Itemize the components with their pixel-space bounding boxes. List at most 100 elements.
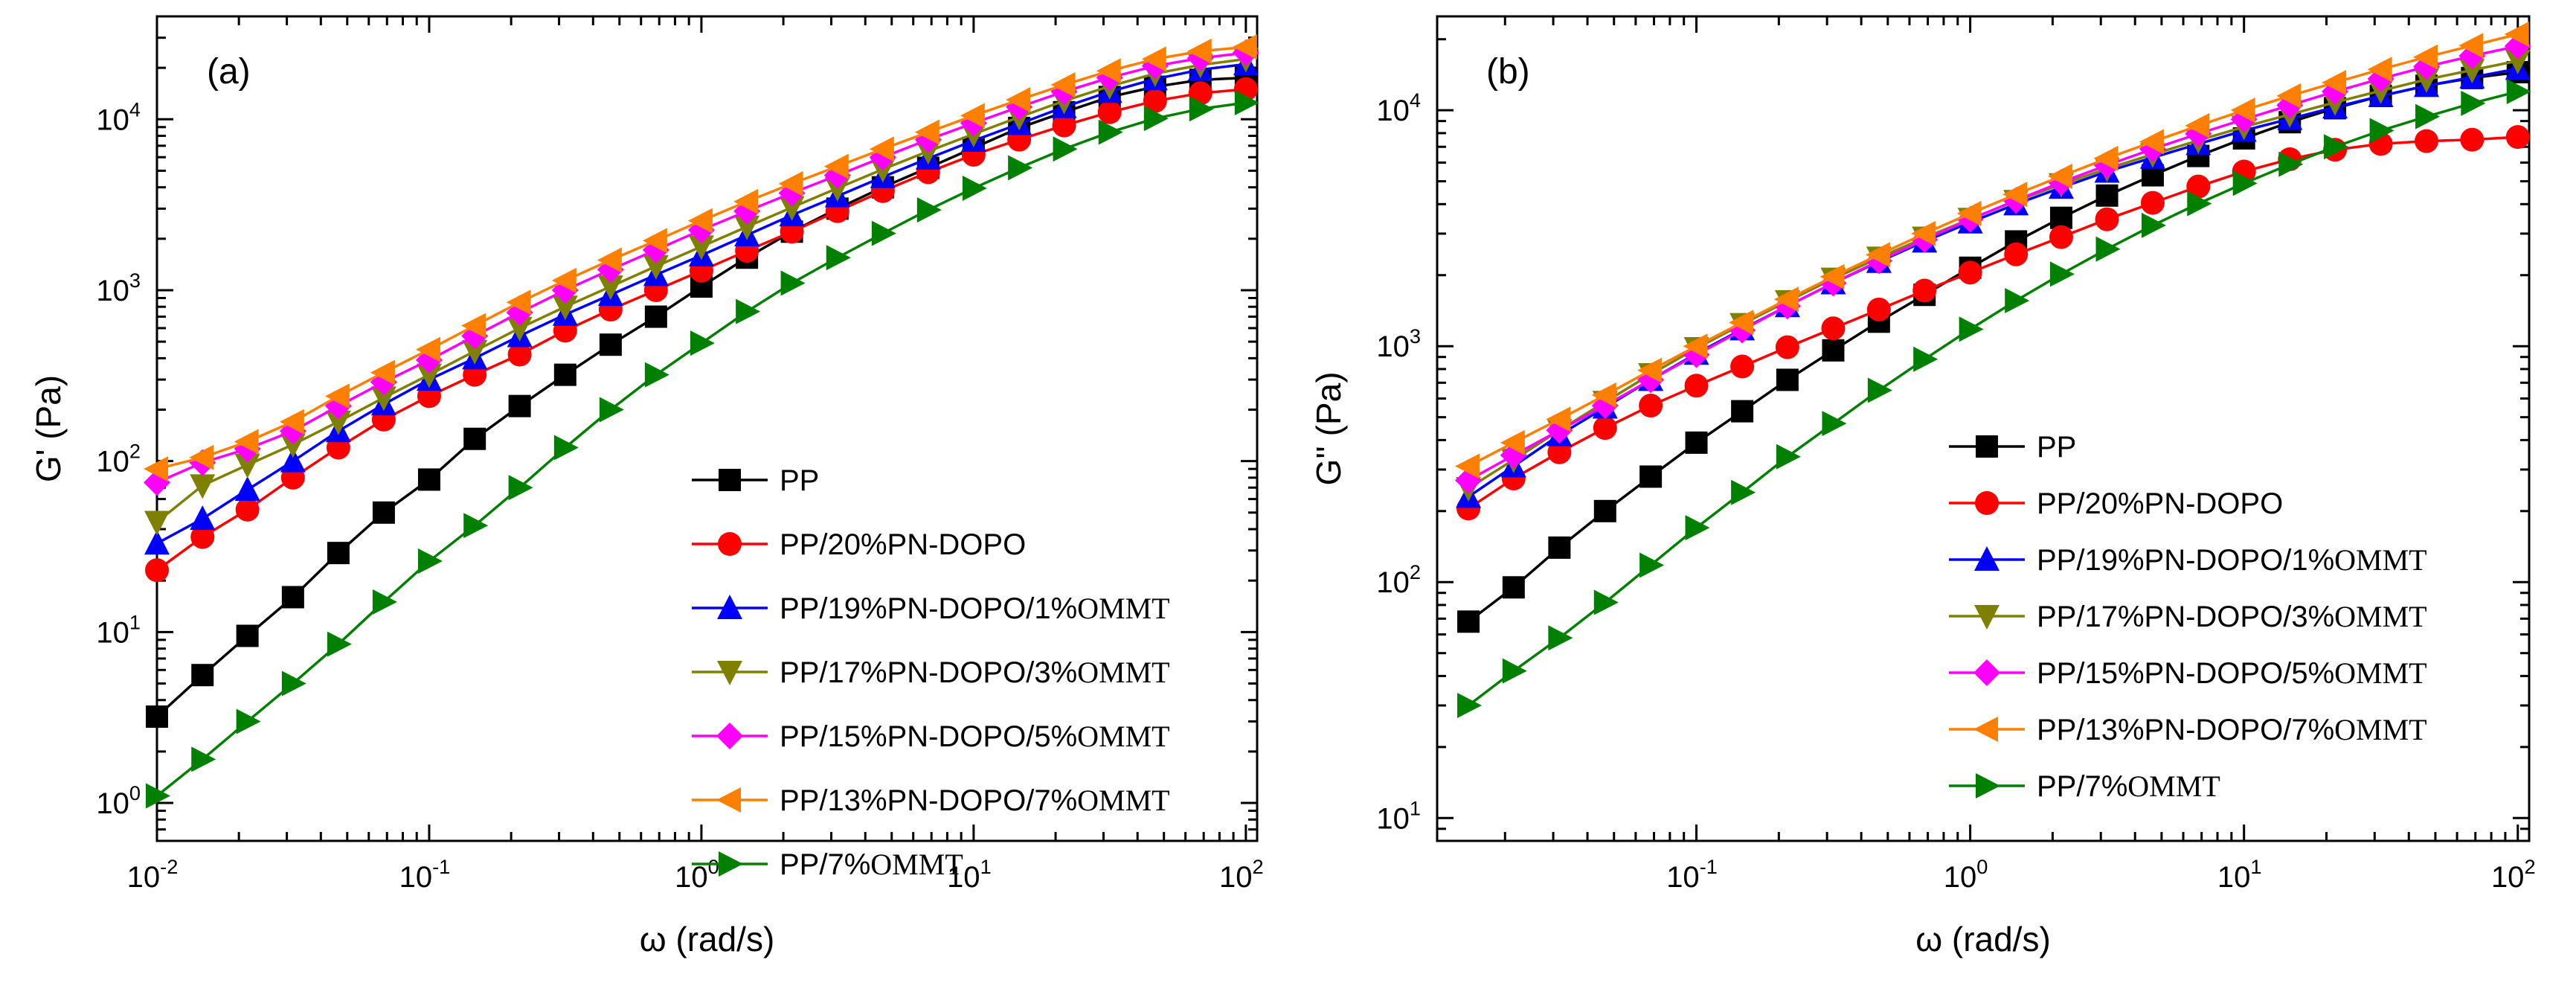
legend-item: PP/15%PN-DOPO/5%OMMT — [1949, 656, 2427, 690]
data-point — [1053, 136, 1078, 162]
data-point — [2460, 127, 2485, 152]
data-point — [644, 305, 667, 328]
data-point — [1775, 335, 1799, 359]
data-point — [597, 247, 622, 273]
data-point — [2461, 90, 2486, 116]
data-point — [1776, 368, 1799, 391]
y-tick-label: 102 — [96, 440, 141, 478]
data-point — [2049, 261, 2075, 287]
data-point — [1096, 58, 1121, 84]
data-point — [1232, 34, 1257, 60]
data-point — [1730, 354, 1755, 379]
data-point — [370, 368, 397, 396]
legend-marker — [1975, 491, 1999, 515]
data-point — [1731, 400, 1754, 423]
data-point — [916, 197, 942, 223]
legend-marker — [1974, 605, 2000, 630]
x-tick-label: 10-1 — [399, 855, 451, 894]
data-point — [599, 397, 624, 423]
data-point — [2049, 225, 2073, 249]
legend-marker — [719, 469, 741, 491]
data-point — [1050, 72, 1076, 98]
data-point — [1008, 155, 1033, 181]
data-point — [324, 383, 350, 409]
data-point — [597, 275, 623, 301]
data-point — [234, 429, 259, 455]
data-point — [1912, 278, 1937, 303]
data-point — [2278, 151, 2304, 177]
y-tick-label: 101 — [1376, 796, 1421, 835]
legend-item: PP — [1949, 431, 2076, 464]
y-tick-label: 100 — [96, 781, 141, 820]
data-point — [687, 208, 713, 234]
data-point — [1593, 416, 1617, 441]
data-point — [2276, 83, 2302, 109]
legend-label: PP — [2037, 431, 2076, 464]
legend: PP PP/20%PN-DOPO PP/19%PN-DOPO/1%OMMT PP/17… — [692, 464, 1170, 881]
data-point — [463, 427, 486, 450]
y-axis-title: G' (Pa) — [29, 375, 68, 482]
data-point — [189, 444, 214, 470]
legend-marker — [716, 787, 741, 813]
data-point — [372, 589, 397, 615]
panel-b: 10-1 100 101 102 101 102 103 104 ω (rad/s) G'' (P… — [1309, 15, 2536, 958]
data-point — [1052, 113, 1076, 138]
data-point — [2095, 207, 2119, 231]
data-point — [2369, 118, 2394, 144]
data-point — [234, 453, 260, 478]
data-point — [2505, 125, 2530, 150]
x-tick-label: 10-2 — [127, 855, 179, 894]
legend: PP PP/20%PN-DOPO PP/19%PN-DOPO/1%OMMT PP/17… — [1949, 431, 2427, 803]
data-point — [1821, 316, 1846, 341]
legend-item: PP/15%PN-DOPO/5%OMMT — [692, 720, 1170, 753]
legend-label: PP/19%PN-DOPO/1%OMMT — [780, 592, 1170, 625]
data-point — [190, 505, 216, 531]
data-point — [1819, 263, 1845, 289]
data-point — [1457, 610, 1480, 633]
data-point — [2002, 182, 2028, 208]
data-point — [824, 176, 850, 202]
legend-label: PP/17%PN-DOPO/3%OMMT — [2037, 600, 2427, 633]
data-point — [190, 474, 216, 499]
data-point — [552, 295, 578, 321]
y-tick-label: 102 — [1376, 560, 1421, 599]
legend-marker — [1973, 659, 2000, 686]
data-point — [1683, 333, 1708, 359]
data-point — [2232, 170, 2258, 196]
data-point — [2415, 103, 2441, 129]
data-point — [1773, 286, 1799, 313]
panel-label: (a) — [207, 52, 251, 92]
legend-item: PP/13%PN-DOPO/7%OMMT — [692, 784, 1170, 817]
data-point — [2459, 59, 2485, 84]
data-point — [1189, 96, 1214, 122]
data-point — [144, 510, 170, 536]
data-point — [370, 386, 396, 412]
x-tick-label: 100 — [675, 855, 719, 894]
data-point — [2505, 49, 2531, 74]
x-axis-title: ω (rad/s) — [1915, 920, 2051, 958]
data-point — [1958, 260, 1982, 285]
data-point — [962, 175, 987, 201]
data-point — [823, 153, 849, 179]
series-5 — [144, 34, 1257, 482]
data-point — [327, 631, 352, 657]
data-point — [553, 363, 576, 386]
data-point — [2414, 68, 2440, 93]
data-point — [2322, 69, 2347, 95]
data-point — [1098, 119, 1123, 145]
data-point — [190, 525, 215, 549]
data-point — [736, 298, 761, 324]
data-point — [1547, 440, 1572, 464]
data-point — [463, 513, 489, 539]
data-point — [1186, 38, 1212, 64]
legend-item: PP/19%PN-DOPO/1%OMMT — [1949, 543, 2427, 577]
x-tick-label: 101 — [947, 855, 992, 894]
data-point — [1502, 576, 1525, 599]
data-point — [1729, 310, 1754, 336]
data-point — [690, 330, 715, 356]
y-tick-label: 101 — [96, 610, 141, 649]
legend-label: PP/15%PN-DOPO/5%OMMT — [780, 720, 1170, 753]
data-point — [871, 220, 896, 246]
series-line — [1467, 71, 2518, 623]
